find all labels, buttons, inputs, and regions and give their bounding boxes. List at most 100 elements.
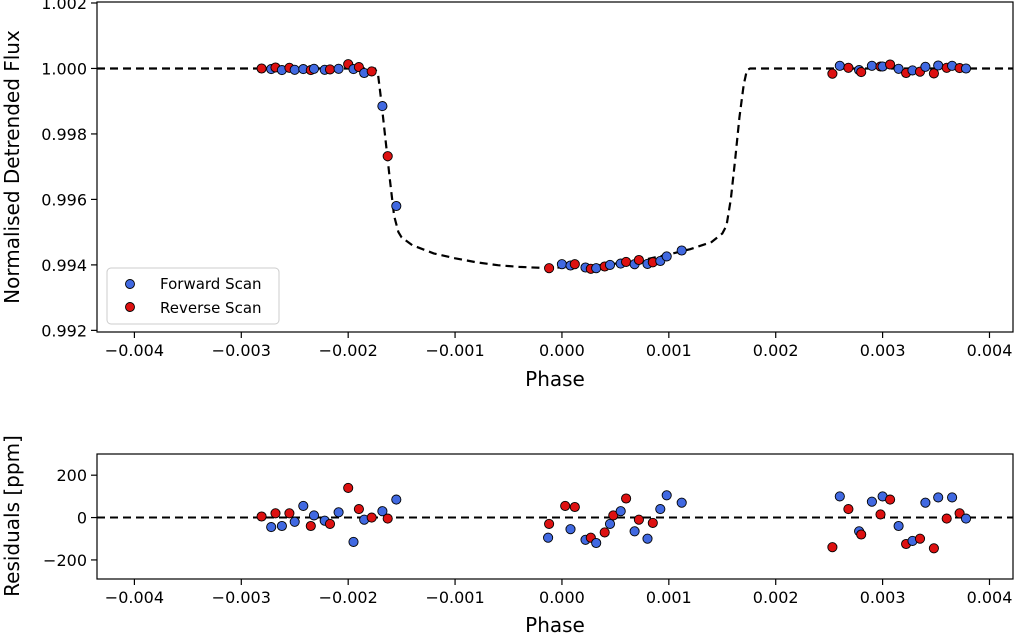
flux-panel: −0.004 −0.003 −0.002 −0.001 0.000 0.001 0.002 0… xyxy=(0,0,1014,391)
forward-scan-point xyxy=(556,259,567,270)
reverse-scan-point xyxy=(256,63,267,74)
forward-scan-point xyxy=(834,60,845,71)
residuals-panel-y-label: Residuals [ppm] xyxy=(0,435,24,597)
x-tick-label: 0.003 xyxy=(860,341,906,360)
reverse-scan-point xyxy=(633,254,644,266)
flux-panel-x-ticks: −0.004 −0.003 −0.002 −0.001 0.000 0.001 0.002 0… xyxy=(105,332,1013,360)
flux-panel-y-ticks: 0.992 0.994 0.996 0.998 1.000 1.002 xyxy=(41,0,97,340)
reverse-scan-point xyxy=(560,500,571,511)
reverse-scan-point xyxy=(928,543,939,554)
forward-scan-point xyxy=(893,63,904,74)
reverse-scan-point xyxy=(544,263,555,274)
legend-box xyxy=(106,267,280,325)
residuals-panel-frame xyxy=(96,453,1014,580)
flux-panel-x-label: Phase xyxy=(525,367,585,391)
forward-scan-point xyxy=(866,60,877,71)
forward-scan-point xyxy=(960,513,972,524)
forward-scan-point xyxy=(289,516,300,527)
reverse-scan-point xyxy=(843,504,854,515)
reverse-scan-point xyxy=(284,508,295,519)
reverse-scan-point xyxy=(856,67,867,78)
reverse-scan-point xyxy=(885,59,896,70)
forward-scan-point xyxy=(604,518,616,529)
flux-data-points xyxy=(256,59,972,274)
residuals-panel-x-ticks: −0.004 −0.003 −0.002 −0.001 0.000 0.001 0.002 0… xyxy=(105,579,1012,607)
forward-scan-point xyxy=(615,506,626,517)
reverse-scan-point xyxy=(382,151,393,162)
forward-scan-point xyxy=(289,64,300,75)
forward-scan-point xyxy=(348,536,359,547)
reverse-scan-point xyxy=(270,508,281,519)
reverse-scan-point xyxy=(256,511,267,522)
y-tick-label: 1.002 xyxy=(41,0,87,13)
forward-scan-point xyxy=(377,101,388,112)
x-tick-label: 0.004 xyxy=(967,341,1013,360)
forward-scan-point xyxy=(933,60,944,71)
reverse-scan-point xyxy=(885,494,896,505)
flux-panel-y-label: Normalised Detrended Flux xyxy=(0,30,24,304)
transit-model-curve xyxy=(97,67,1013,269)
reverse-scan-point xyxy=(599,527,610,538)
y-tick-label: 1.000 xyxy=(41,59,87,78)
y-tick-label: −200 xyxy=(43,551,87,570)
x-tick-label: −0.003 xyxy=(212,588,271,607)
x-tick-label: 0.002 xyxy=(753,341,799,360)
forward-scan-point xyxy=(893,520,904,532)
x-tick-label: 0.000 xyxy=(539,588,585,607)
reverse-scan-point xyxy=(353,504,364,515)
x-tick-label: 0.001 xyxy=(646,341,692,360)
reverse-scan-point xyxy=(324,64,336,75)
reverse-scan-point xyxy=(856,529,867,540)
reverse-scan-point xyxy=(954,508,965,519)
forward-scan-point xyxy=(834,491,845,502)
forward-scan-point xyxy=(308,510,320,521)
x-tick-label: −0.004 xyxy=(105,588,164,607)
legend-marker-forward xyxy=(125,279,135,289)
forward-scan-point xyxy=(629,526,640,537)
residuals-panel-y-ticks: −200 0 200 xyxy=(43,466,97,570)
y-tick-label: 0.992 xyxy=(41,321,87,340)
forward-scan-point xyxy=(960,63,972,74)
reverse-scan-point xyxy=(843,62,854,73)
x-tick-label: −0.001 xyxy=(425,341,484,360)
forward-scan-point xyxy=(266,522,277,533)
reverse-scan-point xyxy=(569,259,580,270)
forward-scan-point xyxy=(333,507,344,518)
y-tick-label: 200 xyxy=(56,466,87,485)
forward-scan-point xyxy=(591,537,602,549)
forward-scan-point xyxy=(377,506,388,517)
reverse-scan-point xyxy=(343,482,354,493)
reverse-scan-point xyxy=(928,68,939,79)
legend-marker-reverse xyxy=(125,302,135,312)
reverse-scan-point xyxy=(875,509,886,520)
x-tick-label: −0.003 xyxy=(212,341,271,360)
x-tick-label: 0.000 xyxy=(539,341,585,360)
reverse-scan-point xyxy=(941,513,952,524)
forward-scan-point xyxy=(676,245,687,256)
y-tick-label: 0.996 xyxy=(41,190,87,209)
y-tick-label: 0.994 xyxy=(41,256,87,275)
forward-scan-point xyxy=(655,504,666,515)
forward-scan-point xyxy=(391,200,402,212)
reverse-scan-point xyxy=(647,517,658,528)
flux-panel-frame xyxy=(96,1,1014,333)
forward-scan-point xyxy=(391,494,402,505)
forward-scan-point xyxy=(276,520,287,532)
forward-scan-point xyxy=(947,492,958,503)
x-tick-label: −0.002 xyxy=(319,341,378,360)
forward-scan-point xyxy=(591,263,602,274)
reverse-scan-point xyxy=(366,66,377,77)
legend-label-reverse: Reverse Scan xyxy=(160,299,262,317)
x-tick-label: −0.004 xyxy=(105,341,164,360)
forward-scan-point xyxy=(866,496,877,507)
residuals-panel: −0.004 −0.003 −0.002 −0.001 0.000 0.001 0.002 0… xyxy=(0,435,1014,636)
reverse-scan-point xyxy=(382,513,393,524)
forward-scan-point xyxy=(298,500,309,511)
forward-scan-point xyxy=(933,492,944,503)
reverse-scan-point xyxy=(827,542,838,553)
forward-scan-point xyxy=(333,63,344,74)
reverse-scan-point xyxy=(305,520,316,532)
reverse-scan-point xyxy=(827,68,838,79)
reverse-scan-point xyxy=(914,533,926,544)
reverse-scan-point xyxy=(621,493,632,504)
